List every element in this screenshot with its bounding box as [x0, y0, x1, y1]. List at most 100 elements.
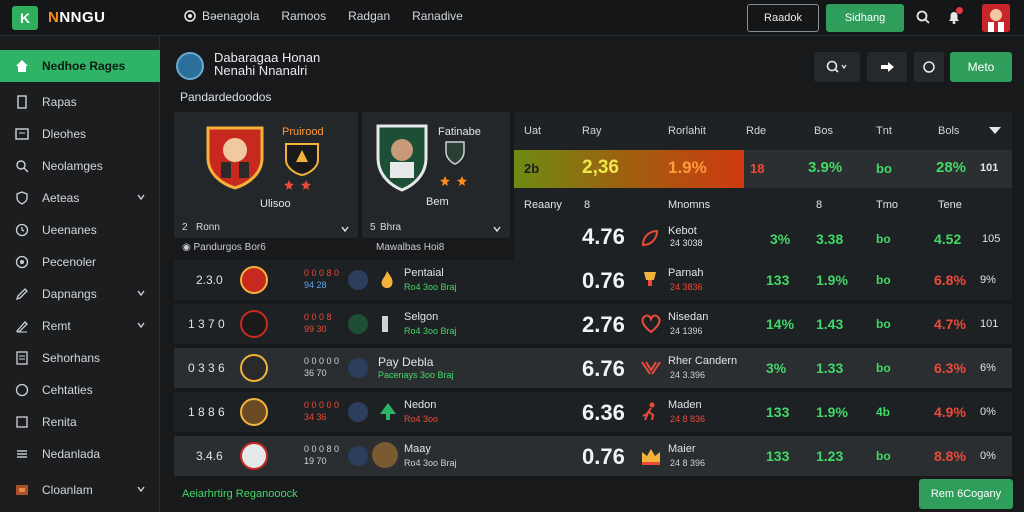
team-logo-icon [240, 266, 268, 294]
column-header[interactable]: Bos [814, 125, 833, 137]
chevron-down-icon[interactable] [988, 126, 1002, 136]
player-avatar [348, 446, 368, 466]
team-logo-icon [240, 310, 268, 338]
stat-value: 6.3% [934, 360, 966, 376]
topnav-label: Radgan [348, 9, 391, 23]
big-number: 0.76 [582, 268, 625, 293]
row-rsub: 24 8 396 [670, 458, 706, 468]
stats-header: Uat Ray Rorlahit Rde Bos Tnt Bols [514, 112, 1012, 150]
circle-icon [923, 61, 935, 73]
sidebar-item-14[interactable]: Cloanlam [0, 474, 160, 506]
sidebar-item-label: Cehtaties [42, 383, 93, 397]
topnav-item-1[interactable]: Bəenagola [184, 9, 259, 23]
league-logo [176, 52, 204, 80]
meto-button[interactable]: Meto [950, 52, 1012, 82]
sidebar-item-13[interactable]: Nedanlada [0, 438, 160, 470]
stat-value: 0% [980, 450, 996, 462]
arrow-right-icon [881, 62, 894, 72]
sub-value: Mnomns [668, 199, 711, 211]
table-row[interactable]: 1 3 7 0 0 0 0 8 99 30 Selgon Ro4 3oo Bra… [174, 304, 1012, 344]
stat-value: 4.9% [934, 404, 966, 420]
footer-link[interactable]: Aeiarhrtirg Reganooock [182, 488, 298, 500]
match-card-2[interactable]: Fatinabe Bem 5 Bhra [362, 112, 510, 238]
row-rname: Maier [668, 443, 696, 455]
stat-value: 3% [770, 231, 791, 247]
sub-value: Tene [938, 199, 962, 211]
row-name: Maay [404, 443, 431, 455]
row-mini: 99 30 [304, 324, 327, 334]
team-name: Bem [426, 196, 449, 208]
column-header[interactable]: Bols [938, 125, 960, 137]
forward-button[interactable] [867, 52, 907, 82]
column-header[interactable]: Rde [746, 125, 767, 137]
sidebar-item-7[interactable]: Pecenoler [0, 246, 160, 278]
stat-value: 3% [766, 360, 787, 376]
box-icon [14, 482, 30, 498]
big-number: 6.36 [582, 400, 625, 425]
sidebar-item-8[interactable]: Dapnangs [0, 278, 160, 310]
column-header[interactable]: Tnt [876, 125, 892, 137]
sidebar-item-2[interactable]: Rapas [0, 86, 160, 118]
footer-button-label: Rem 6Cogany [930, 488, 1002, 500]
list-icon [14, 446, 30, 462]
column-header[interactable]: Rorlahit [668, 125, 706, 137]
topnav-item-2[interactable]: Ramoos [281, 9, 326, 23]
match-card-1[interactable]: Pruirood Ulisoo 2 Ronn [174, 112, 358, 238]
stat-value: 8.8% [934, 448, 966, 464]
card-label: Pruirood [282, 126, 324, 138]
sidebar-item-4[interactable]: Neolamges [0, 150, 160, 182]
document-icon [14, 350, 30, 366]
row-rank: 2.3.0 [196, 273, 223, 287]
chevron-down-icon[interactable] [492, 224, 502, 234]
sidebar-item-3[interactable]: Dleohes [0, 118, 160, 150]
team-logo-icon [240, 398, 268, 426]
table-row[interactable]: 1 8 8 6 0 0 0 0 0 34 36 Nedon Ro4 3oo 6.… [174, 392, 1012, 432]
row-rsub: 24 3.396 [670, 370, 706, 380]
hl-value: bo [876, 161, 892, 176]
topnav-item-4[interactable]: Ranadive [412, 9, 463, 23]
search-dropdown-button[interactable] [814, 52, 860, 82]
runner-icon [642, 402, 655, 421]
page-subtitle: Pandardedoodos [180, 90, 272, 104]
fire-icon [381, 271, 393, 288]
row-mini: 0 0 0 8 0 [304, 444, 340, 454]
topnav-item-3[interactable]: Radgan [348, 9, 390, 23]
avatar[interactable] [982, 4, 1010, 32]
sidebar-item-12[interactable]: Renita [0, 406, 160, 438]
outline-button[interactable]: Raadok [747, 4, 819, 32]
table-row[interactable]: 0 3 3 6 0 0 0 0 0 36 70 Pay Debla Pacena… [174, 348, 1012, 388]
hl-value: 2,36 [582, 157, 619, 178]
column-header[interactable]: Uat [524, 125, 542, 137]
sidebar-item-label: Dleohes [42, 127, 87, 141]
sidebar-item-9[interactable]: Remt [0, 310, 160, 342]
table-row[interactable]: 2.3.0 0 0 0 8 0 94 28 Pentaial Ro4 3oo B… [174, 260, 1012, 300]
sidebar-item-label: Neolamges [42, 159, 103, 173]
sidebar-item-label: Pecenoler [42, 255, 97, 269]
sidebar-item-10[interactable]: Sehorhans [0, 342, 160, 374]
stat-value: 9% [980, 274, 996, 286]
team-logo-icon [240, 442, 268, 470]
column-header[interactable]: Ray [582, 125, 602, 137]
green-button[interactable]: Sidhang [826, 4, 904, 32]
row-mini: 0 0 0 8 [304, 312, 332, 322]
sidebar-item-11[interactable]: Cehtaties [0, 374, 160, 406]
tree-icon [380, 403, 396, 420]
chevron-down-icon[interactable] [340, 224, 350, 234]
player-avatar [348, 402, 368, 422]
sidebar-item-label: Nedanlada [42, 447, 101, 461]
big-number: 4.76 [582, 224, 625, 249]
row-rsub: 24 1396 [670, 326, 703, 336]
chevron-down-icon [137, 194, 145, 201]
bell-icon[interactable] [946, 9, 962, 25]
sidebar-item-5[interactable]: Aeteas [0, 182, 160, 214]
sidebar-item-6[interactable]: Ueenanes [0, 214, 160, 246]
row-sub: 24 3038 [670, 238, 703, 248]
table-row[interactable]: 3.4.6 0 0 0 8 0 19 70 Maay Ro4 3oo Braj … [174, 436, 1012, 476]
row-sub: Ro4 3oo Braj [404, 282, 457, 292]
app-logo[interactable]: K [12, 6, 38, 30]
refresh-button[interactable] [914, 52, 944, 82]
footer-button[interactable]: Rem 6Cogany [919, 479, 1013, 509]
sidebar-item-home[interactable]: Nedhoe Rages [0, 50, 160, 82]
search-icon[interactable] [916, 10, 930, 24]
highlight-row[interactable]: 2b 2,36 1.9% 18 3.9% bo 28% 101 [514, 150, 1012, 188]
